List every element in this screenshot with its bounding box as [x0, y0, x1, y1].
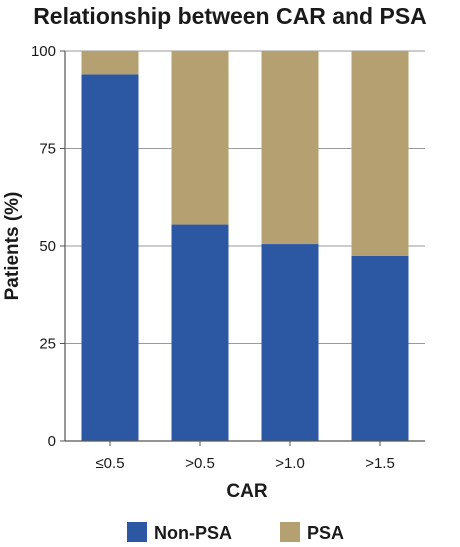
- legend-label: PSA: [307, 523, 344, 543]
- y-axis-label: Patients (%): [2, 192, 23, 301]
- x-tick-label: ≤0.5: [95, 455, 124, 472]
- bar-non-psa: [81, 74, 139, 442]
- y-tick-labels: 0 25 50 75 100: [31, 43, 65, 450]
- chart-title: Relationship between CAR and PSA: [33, 3, 427, 29]
- legend: Non-PSA PSA: [127, 522, 344, 543]
- legend-swatch: [280, 522, 300, 542]
- y-tick-label: 75: [39, 141, 56, 158]
- x-tick-label: >1.0: [275, 455, 305, 472]
- y-tick-label: 25: [39, 336, 56, 353]
- bar-psa: [261, 51, 319, 245]
- x-tick-labels: ≤0.5 >0.5 >1.0 >1.5: [95, 441, 395, 472]
- x-axis-label: CAR: [226, 481, 267, 502]
- legend-swatch: [127, 522, 147, 542]
- y-tick-label: 0: [48, 433, 56, 450]
- bars: [81, 51, 409, 442]
- x-tick-label: >0.5: [185, 455, 215, 472]
- bar-psa: [171, 51, 229, 225]
- legend-label: Non-PSA: [154, 523, 232, 543]
- bar-non-psa: [261, 244, 319, 441]
- y-tick-label: 100: [31, 43, 56, 60]
- x-tick-label: >1.5: [365, 455, 395, 472]
- y-tick-label: 50: [39, 238, 56, 255]
- bar-psa: [351, 51, 409, 256]
- bar-non-psa: [171, 224, 229, 441]
- bar-psa: [81, 51, 139, 75]
- bar-non-psa: [351, 255, 409, 441]
